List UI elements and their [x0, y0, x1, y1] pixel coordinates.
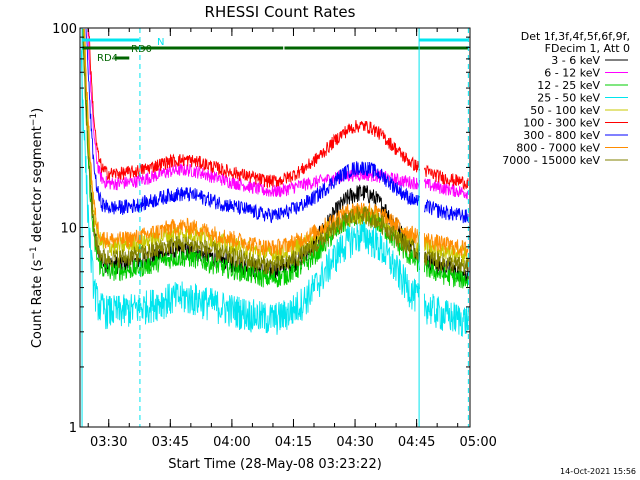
legend-label: 12 - 25 keV [537, 79, 600, 92]
x-tick-label: 04:15 [275, 435, 312, 450]
series-line-1 [87, 29, 469, 200]
flag-label: RD4 [97, 53, 118, 64]
x-tick-label: 04:45 [398, 435, 435, 450]
series-line-8 [82, 29, 469, 276]
legend-label: 6 - 12 keV [544, 67, 600, 80]
series-layer [81, 29, 469, 338]
series-line-5 [88, 29, 469, 191]
legend-label: 50 - 100 keV [530, 104, 600, 117]
legend-header-line-1: Det 1f,3f,4f,5f,6f,9f, [521, 30, 630, 43]
x-tick-label: 04:30 [336, 435, 373, 450]
x-tick-label: 03:30 [90, 435, 127, 450]
y-axis-label-close: ) [30, 108, 45, 113]
y-axis: 1 10 100 [52, 22, 470, 436]
legend-label: 300 - 800 keV [523, 129, 600, 142]
legend-label: 3 - 6 keV [551, 54, 600, 67]
marker-layer [81, 28, 469, 427]
series-line-7 [83, 29, 469, 257]
flag-layer: N RD0 RD4 [82, 37, 468, 64]
legend-label: 800 - 7000 keV [516, 142, 600, 155]
x-tick-label: 03:45 [152, 435, 189, 450]
x-axis: 03:30 03:45 04:00 04:15 04:30 04:45 05:00 [87, 28, 497, 450]
y-tick-label: 100 [52, 22, 77, 37]
y-axis-label: Count Rate (s−1 detector segment−1) [29, 108, 45, 348]
y-tick-label: 1 [69, 421, 77, 436]
footer-timestamp: 14-Oct-2021 15:56 [560, 467, 636, 476]
series-line-6 [85, 29, 469, 224]
y-tick-label: 10 [60, 222, 77, 237]
series-line-3 [81, 45, 469, 338]
x-tick-label: 04:00 [213, 435, 250, 450]
legend: Det 1f,3f,4f,5f,6f,9f, FDecim 1, Att 0 3… [502, 30, 630, 167]
legend-header-line-2: FDecim 1, Att 0 [545, 42, 630, 55]
y-axis-label-main: Count Rate (s [30, 259, 45, 348]
flag-label: RD0 [131, 44, 152, 55]
y-axis-label-tail: detector segment [30, 126, 45, 246]
x-tick-label: 05:00 [459, 435, 496, 450]
flag-label: N [157, 37, 164, 48]
x-axis-label: Start Time (28-May-08 03:23:22) [168, 457, 382, 472]
y-axis-label-sup2: −1 [29, 113, 39, 126]
legend-label: 100 - 300 keV [523, 117, 600, 130]
y-axis-label-sup: −1 [29, 246, 39, 259]
chart-title: RHESSI Count Rates [205, 3, 356, 21]
legend-label: 25 - 50 keV [537, 92, 600, 105]
legend-label: 7000 - 15000 keV [502, 154, 600, 167]
